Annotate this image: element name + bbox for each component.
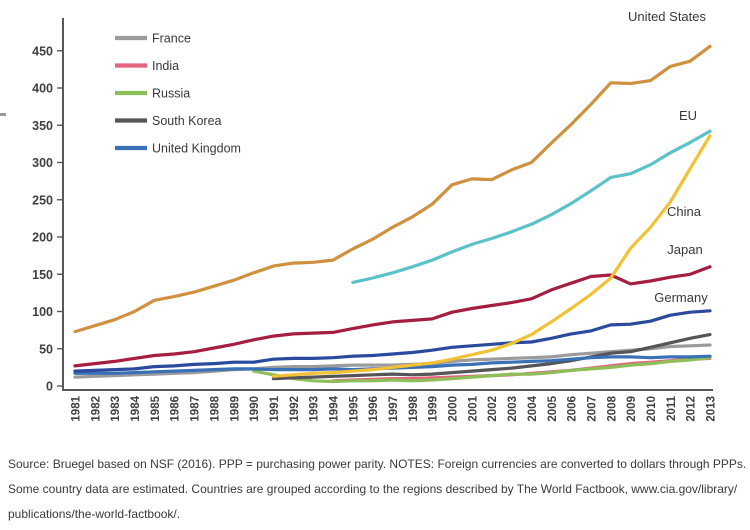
source-note-line: Some country data are estimated. Countri… (8, 482, 738, 496)
x-year-label: 2000 (448, 396, 460, 422)
series-label-china: China (667, 204, 702, 219)
x-year-label: 1981 (71, 395, 83, 421)
series-label-japan: Japan (667, 242, 702, 257)
series-line-united-states (73, 44, 712, 334)
axes (62, 18, 713, 391)
x-year-label: 1989 (229, 396, 241, 422)
series-line-south-korea (271, 333, 712, 381)
x-year-label: 1983 (110, 396, 122, 422)
x-year-label: 1995 (348, 395, 360, 421)
x-year-label: 2010 (646, 396, 658, 422)
source-note-line: publications/the-world-factbook/. (8, 507, 181, 521)
x-year-label: 2012 (686, 396, 698, 422)
series-line-eu (351, 129, 712, 284)
x-year-label: 1998 (408, 395, 420, 421)
x-year-label: 1997 (388, 396, 400, 422)
x-axis: 1981 1982 1983 1984 1985 1986 1987 1988 1989 1990… (71, 395, 718, 421)
x-year-label: 1992 (289, 396, 301, 422)
x-year-label: 1984 (130, 395, 142, 421)
x-year-label: 1982 (90, 396, 102, 422)
series-label-eu: EU (679, 108, 697, 123)
chart-container: 0 50 100 150 200 250 300 350 400 450 1981 1982 1983 1… (0, 9, 718, 422)
y-tick-label: 200 (32, 231, 53, 245)
source-note: Source: Bruegel based on NSF (2016). PPP… (8, 452, 748, 527)
x-year-label: 2002 (487, 396, 499, 422)
x-year-label: 1999 (428, 396, 440, 422)
series-line-germany (73, 309, 712, 373)
y-tick-label: 250 (32, 193, 53, 207)
clipped-y-axis-mark (0, 113, 6, 116)
x-year-label: 2003 (507, 396, 519, 422)
y-tick-label: 100 (32, 305, 53, 319)
series-line-russia (252, 356, 712, 384)
legend-label-india: India (152, 59, 179, 73)
y-tick-label: 150 (32, 268, 53, 282)
legend-label-russia: Russia (152, 87, 190, 101)
x-year-label: 2006 (567, 396, 579, 422)
source-note-line: Source: Bruegel based on NSF (2016). PPP… (8, 457, 747, 471)
legend-item-india: India (115, 59, 179, 73)
x-year-label: 2013 (706, 396, 718, 422)
series-line-france (73, 343, 712, 379)
legend-label-france: France (152, 32, 191, 46)
x-year-label: 1986 (170, 396, 182, 422)
legend-item-russia: Russia (115, 87, 190, 101)
x-year-label: 1985 (150, 395, 162, 421)
y-tick-label: 300 (32, 156, 53, 170)
y-tick-label: 50 (39, 342, 53, 356)
x-year-label: 2004 (527, 395, 539, 421)
x-year-label: 1987 (190, 396, 202, 422)
legend-item-france: France (115, 32, 191, 46)
x-year-label: 2007 (586, 396, 598, 422)
x-year-label: 1993 (309, 396, 321, 422)
series-line-china (271, 134, 712, 378)
y-tick-label: 400 (32, 82, 53, 96)
x-year-label: 2005 (547, 395, 559, 421)
y-tick-label: 0 (46, 380, 53, 394)
x-year-label: 2011 (666, 395, 678, 421)
legend-label-south-korea: South Korea (152, 114, 222, 128)
series-line-japan (73, 265, 712, 368)
x-year-label: 2001 (467, 395, 479, 421)
series-label-united-states: United States (628, 9, 707, 24)
y-tick-label: 350 (32, 119, 53, 133)
y-tick-label: 450 (32, 44, 53, 58)
legend: France India Russia South Korea United Kingd… (115, 32, 241, 156)
x-year-label: 2008 (606, 395, 618, 421)
x-year-label: 2009 (626, 396, 638, 422)
x-year-label: 1996 (368, 396, 380, 422)
legend-label-united-kingdom: United Kingdom (152, 142, 241, 156)
x-year-label: 1991 (269, 395, 281, 421)
legend-item-south-korea: South Korea (115, 114, 222, 128)
series-label-germany: Germany (654, 290, 708, 305)
x-year-label: 1994 (328, 395, 340, 421)
x-year-label: 1990 (249, 396, 261, 422)
x-year-label: 1988 (209, 395, 221, 421)
y-axis: 0 50 100 150 200 250 300 350 400 450 (32, 44, 63, 394)
legend-item-united-kingdom: United Kingdom (115, 142, 241, 156)
